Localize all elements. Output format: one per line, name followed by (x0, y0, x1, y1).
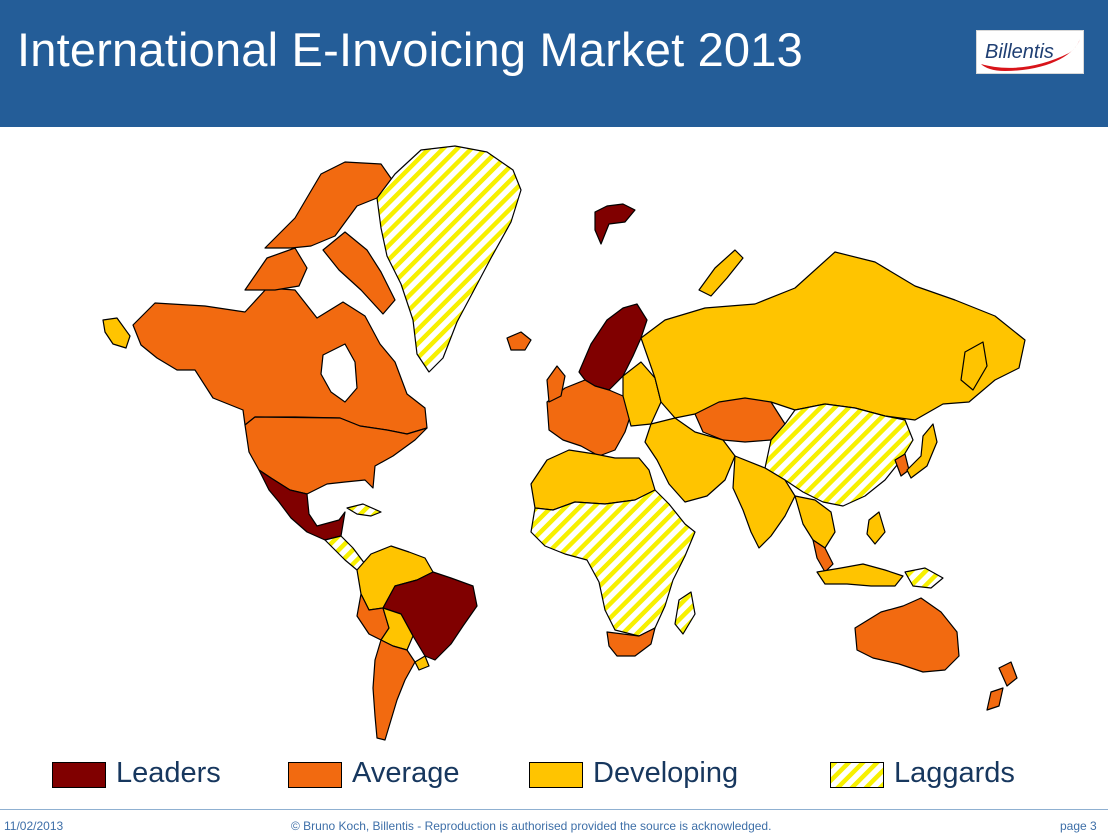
region-mexico (258, 469, 346, 541)
legend-swatch-fill (831, 763, 883, 787)
region-eastern-europe (622, 361, 662, 427)
legend-swatch-fill (530, 763, 582, 787)
region-japan (906, 423, 938, 479)
page-title: International E-Invoicing Market 2013 (17, 23, 803, 76)
world-map (95, 140, 1045, 760)
legend-swatch-fill (53, 763, 105, 787)
region-iceland (506, 331, 532, 351)
legend-label: Leaders (116, 757, 221, 789)
region-central-america (324, 535, 366, 571)
region-argentina-chile (372, 639, 416, 741)
region-australia (854, 597, 960, 673)
logo-text: Billentis (985, 41, 1054, 63)
region-baffin (322, 231, 396, 315)
region-thailand-malaysia (812, 539, 834, 573)
legend-swatch-laggards (830, 762, 884, 788)
region-uruguay (414, 655, 430, 671)
world-map-svg (102, 145, 1026, 741)
footer-page-number: page 3 (1060, 819, 1097, 833)
legend-label: Developing (593, 757, 739, 789)
region-madagascar (674, 591, 696, 635)
legend-swatch-leaders (52, 762, 106, 788)
hudson-bay (320, 343, 358, 403)
region-uk (546, 365, 566, 403)
region-southeast-asia (794, 495, 836, 549)
region-new-zealand (986, 661, 1018, 711)
legend-swatch-average (288, 762, 342, 788)
region-greenland (376, 145, 522, 373)
region-philippines (866, 511, 886, 545)
region-papua (904, 567, 944, 589)
region-kamchatka (960, 341, 988, 391)
region-western-europe (546, 379, 632, 457)
billentis-logo: Billentis (976, 30, 1084, 74)
region-sub-saharan-africa (530, 489, 696, 637)
region-novaya-zemlya (698, 249, 744, 297)
region-svalbard (594, 203, 636, 245)
legend-label: Average (352, 757, 460, 789)
region-south-africa (606, 627, 656, 657)
footer-divider (0, 809, 1108, 810)
region-canada-islands (244, 247, 308, 291)
legend-swatch-fill (289, 763, 341, 787)
region-caribbean (346, 503, 382, 517)
footer-copyright: © Bruno Koch, Billentis - Reproduction i… (291, 819, 772, 833)
logo-swoosh (981, 39, 1080, 71)
legend-swatch-developing (529, 762, 583, 788)
footer-date: 11/02/2013 (4, 819, 64, 833)
region-middle-east (644, 417, 736, 503)
region-canada-islands-north (264, 161, 396, 249)
header-bar: International E-Invoicing Market 2013 Bi… (0, 0, 1108, 127)
legend-label: Laggards (894, 757, 1015, 789)
region-indonesia (816, 563, 904, 587)
region-russia (640, 251, 1026, 423)
legend: Leaders Average Developing Laggards (0, 755, 1108, 800)
region-alaska (102, 317, 131, 349)
region-india (732, 455, 796, 549)
